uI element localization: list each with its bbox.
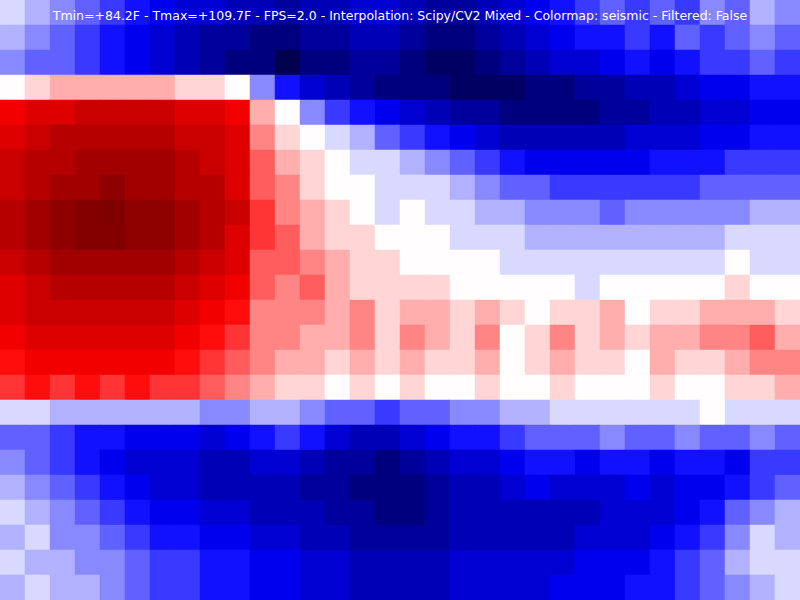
svg-text:Tmin=+84.2F - Tmax=+109.7F - F: Tmin=+84.2F - Tmax=+109.7F - FPS=2.0 - I…: [52, 8, 748, 23]
